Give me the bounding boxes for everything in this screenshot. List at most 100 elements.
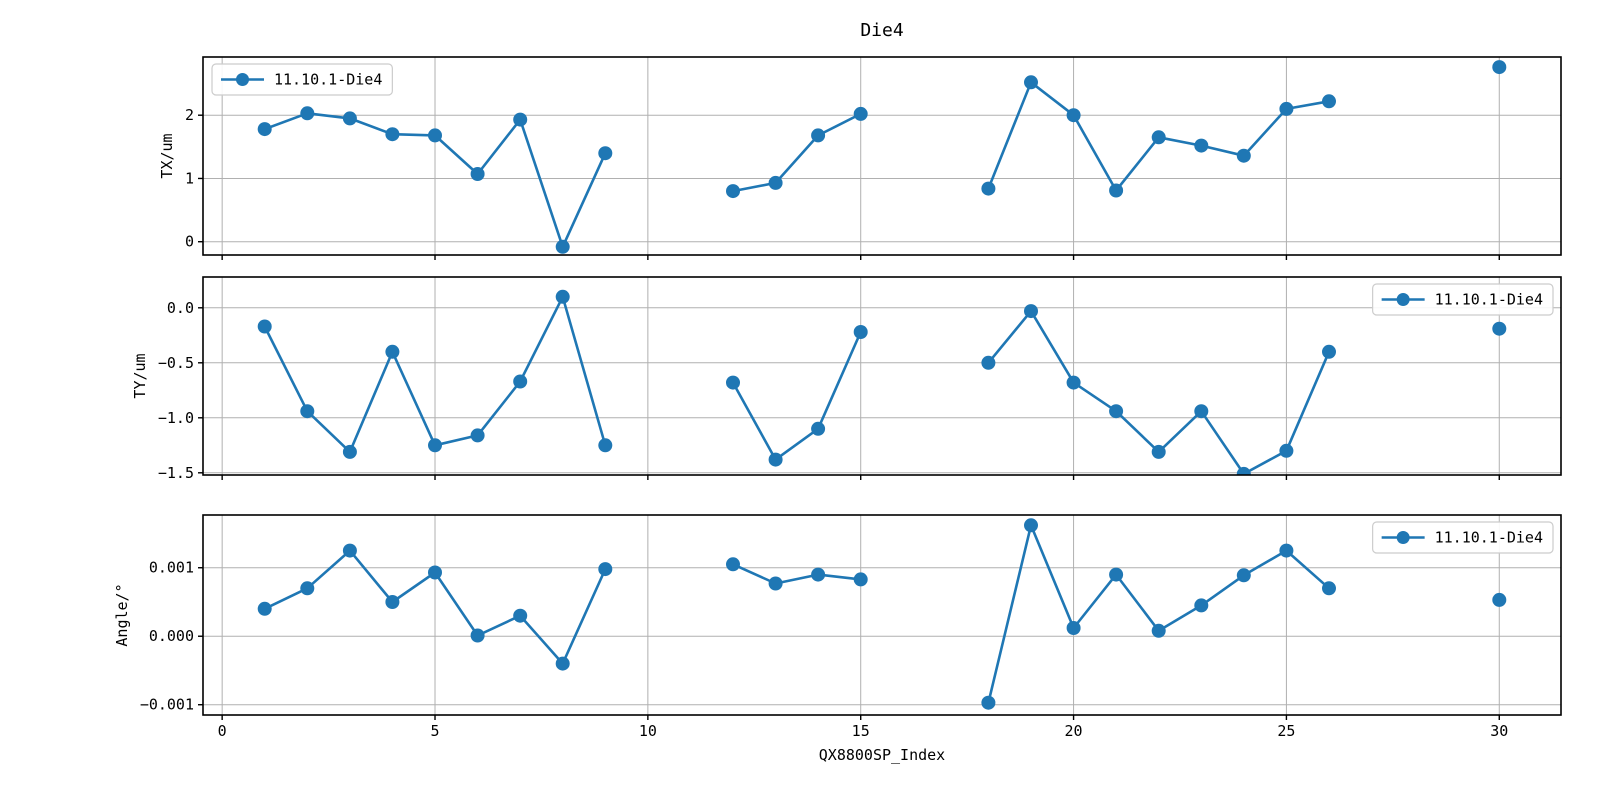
x-axis-label: QX8800SP_Index — [819, 746, 945, 764]
data-point — [853, 572, 868, 587]
data-point — [428, 438, 442, 453]
legend-box — [211, 63, 393, 96]
data-point — [1236, 148, 1251, 163]
data-point — [1151, 130, 1166, 145]
legend-label: 11.10.1-Die4 — [274, 71, 382, 89]
data-point — [513, 112, 528, 127]
legend-label: 11.10.1-Die4 — [1435, 529, 1543, 547]
x-tick-label: 0 — [218, 722, 227, 740]
data-point — [1066, 108, 1081, 123]
data-point — [726, 557, 740, 572]
data-point — [1024, 518, 1038, 533]
y-tick-label: −0.001 — [140, 696, 194, 714]
axes-spines — [202, 514, 1562, 716]
data-point — [1024, 75, 1038, 90]
data-point — [385, 127, 400, 142]
data-point — [342, 111, 357, 126]
subplot-2: 0.0 −0.5 −1.0 −1.5 TY/um 11.10.1-Die4 — [131, 276, 1562, 482]
data-point — [1151, 623, 1166, 638]
data-point — [470, 167, 485, 181]
data-point — [853, 106, 868, 121]
x-tick-label: 5 — [430, 722, 439, 740]
data-point — [1194, 598, 1209, 613]
y-tick-label: 1 — [185, 169, 194, 187]
data-point — [300, 404, 315, 419]
axes-spines — [202, 56, 1562, 256]
data-point — [257, 122, 272, 137]
data-point — [1066, 375, 1081, 390]
data-point — [1279, 543, 1294, 558]
data-point — [811, 128, 826, 143]
legend-label: 11.10.1-Die4 — [1435, 291, 1543, 309]
data-point — [981, 355, 996, 370]
series-line — [731, 330, 862, 461]
data-point — [1151, 444, 1166, 459]
legend-box — [1372, 283, 1554, 316]
legend: 11.10.1-Die4 — [211, 63, 393, 96]
data-point — [1236, 568, 1251, 583]
data-point — [1322, 94, 1336, 109]
data-point — [598, 146, 613, 161]
subplot-1: 0 1 2 TX/um 11.10.1-Die4 — [158, 56, 1562, 260]
data-point — [598, 562, 613, 577]
y-tick-label: 2 — [185, 106, 194, 124]
data-point — [1492, 592, 1507, 607]
data-point — [853, 325, 868, 339]
y-tick-label: 0.0 — [167, 299, 194, 317]
data-point — [428, 565, 442, 580]
x-tick-label: 15 — [852, 722, 870, 740]
data-point — [768, 452, 783, 467]
series-group — [257, 518, 1507, 710]
data-point — [300, 581, 315, 596]
data-point — [726, 184, 740, 199]
series-group — [257, 289, 1507, 475]
data-point — [555, 289, 570, 304]
data-point — [811, 567, 826, 582]
legend-marker-icon — [236, 73, 249, 86]
data-point — [1109, 183, 1124, 198]
subplot-3: 0 5 10 15 20 25 30 0.001 0.000 −0.001 Angle/° 11.10… — [113, 514, 1562, 740]
y-tick-label: −1.0 — [158, 409, 194, 427]
data-point — [1279, 443, 1294, 458]
data-point — [1322, 344, 1336, 359]
data-point — [768, 576, 783, 591]
data-point — [1024, 304, 1038, 319]
data-point — [470, 628, 485, 643]
series-group — [257, 60, 1507, 254]
legend-marker-icon — [1396, 293, 1410, 306]
axes-spines — [202, 276, 1562, 476]
data-point — [598, 438, 613, 453]
legend: 11.10.1-Die4 — [1372, 283, 1554, 316]
data-point — [1194, 404, 1209, 419]
data-point — [981, 695, 996, 710]
data-point — [1236, 466, 1251, 475]
data-point — [428, 128, 442, 143]
y-tick-label: −1.5 — [158, 464, 194, 482]
y-tick-label: 0.001 — [149, 559, 194, 577]
data-point — [342, 543, 357, 558]
data-point — [981, 181, 996, 196]
data-point — [1066, 621, 1081, 635]
series-line — [731, 563, 862, 585]
data-point — [513, 608, 528, 623]
data-point — [555, 239, 570, 254]
x-tick-label: 30 — [1490, 722, 1508, 740]
data-point — [1194, 138, 1209, 153]
data-point — [300, 106, 315, 121]
data-point — [513, 374, 528, 389]
x-tick-label: 10 — [639, 722, 657, 740]
y-tick-label: −0.5 — [158, 354, 194, 372]
legend-marker-icon — [1396, 531, 1410, 544]
y-tick-label: 0.000 — [149, 627, 194, 645]
x-tick-label: 20 — [1065, 722, 1083, 740]
data-point — [385, 344, 400, 359]
y-tick-label: 0 — [185, 233, 194, 251]
data-point — [385, 595, 400, 609]
data-point — [555, 656, 570, 671]
data-point — [257, 601, 272, 616]
data-point — [1322, 581, 1336, 596]
legend-box — [1372, 521, 1554, 554]
